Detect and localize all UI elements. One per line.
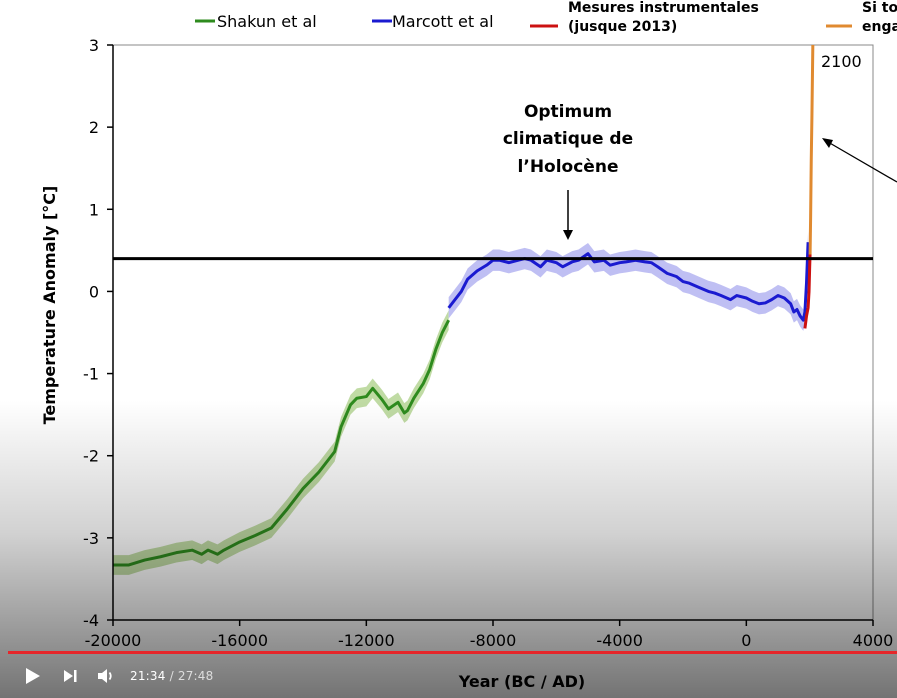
play-button[interactable] (12, 658, 52, 694)
y-axis-ticks: 3 2 1 0 -1 -2 -3 -4 (83, 36, 113, 630)
holocene-annotation-line3: l’Holocène (518, 157, 619, 177)
year-2100-label-box (816, 49, 868, 71)
year-2100-label: 2100 (821, 52, 862, 71)
x-tick-label: -12000 (338, 631, 395, 650)
series-line-3 (808, 44, 815, 255)
y-tick-label: -4 (83, 611, 99, 630)
y-tick-label: -1 (83, 365, 99, 384)
legend-label-marcott: Marcott et al (392, 12, 494, 31)
progress-bar[interactable] (8, 651, 897, 654)
scenario-arrowhead (822, 138, 833, 148)
y-tick-label: 3 (89, 36, 99, 55)
legend: Shakun et al Marcott et al Mesures instr… (195, 0, 897, 35)
plot-area (112, 44, 874, 621)
legend-label-instrumental-line2: (jusque 2013) (568, 19, 677, 35)
x-tick-label: -8000 (470, 631, 517, 650)
year-2100-annotation: 2100 (816, 49, 897, 183)
holocene-annotation-line2: climatique de (503, 129, 633, 149)
play-icon (26, 668, 40, 684)
holocene-annotation: Optimum climatique de l’Holocène (503, 102, 633, 240)
y-tick-label: 1 (89, 200, 99, 219)
x-tick-label: -4000 (596, 631, 643, 650)
confidence-band-1 (448, 231, 809, 331)
player-controls: 21:34 / 27:48 (0, 656, 897, 696)
legend-label-shakun: Shakun et al (217, 12, 317, 31)
holocene-arrowhead (563, 230, 573, 240)
series-line-2 (803, 254, 812, 329)
y-tick-label: 2 (89, 118, 99, 137)
x-tick-label: 4000 (853, 631, 894, 650)
holocene-annotation-line1: Optimum (524, 102, 612, 122)
time-total: 27:48 (177, 669, 214, 683)
series-line-1 (447, 242, 810, 322)
next-icon (64, 670, 77, 682)
time-separator: / (165, 669, 178, 683)
volume-button[interactable] (88, 658, 124, 694)
y-tick-label: -2 (83, 447, 99, 466)
volume-icon (98, 669, 112, 683)
time-current: 21:34 (130, 669, 166, 683)
y-axis-title: Temperature Anomaly [°C] (40, 186, 59, 425)
x-tick-label: -20000 (85, 631, 142, 650)
time-display: 21:34 / 27:48 (130, 669, 213, 683)
x-tick-label: 0 (741, 631, 751, 650)
legend-label-scenario-line1: Si to (862, 0, 897, 16)
scenario-arrow (827, 141, 897, 183)
x-tick-label: -16000 (211, 631, 268, 650)
next-button[interactable] (52, 658, 88, 694)
x-axis-ticks: -20000 -16000 -12000 -8000 -4000 0 4000 (85, 620, 894, 650)
y-tick-label: -3 (83, 529, 99, 548)
y-tick-label: 0 (89, 282, 99, 301)
legend-label-scenario-line2: enga (862, 19, 897, 35)
legend-label-instrumental-line1: Mesures instrumentales (568, 0, 759, 16)
